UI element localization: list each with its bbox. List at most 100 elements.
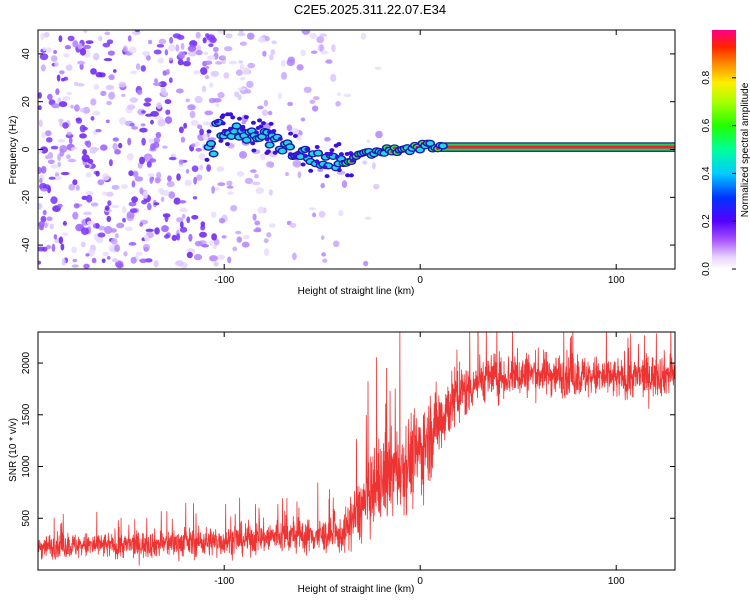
ridge-blob-mid: [279, 148, 286, 154]
heatmap-cell: [98, 35, 103, 42]
heatmap-cell: [162, 91, 169, 97]
heatmap-cell: [337, 92, 341, 96]
heatmap-cell: [111, 258, 119, 263]
heatmap-cell: [325, 59, 333, 64]
heatmap-cell: [142, 51, 150, 56]
heatmap-cell: [176, 88, 184, 94]
heatmap-cell: [104, 226, 113, 234]
heatmap-cell: [61, 258, 66, 266]
heatmap-cell: [155, 116, 164, 120]
heatmap-cell: [239, 151, 247, 159]
heatmap-cell: [43, 32, 50, 38]
heatmap-cell: [136, 89, 143, 96]
heatmap-cell: [139, 258, 148, 264]
heatmap-cell: [38, 203, 43, 210]
heatmap-cell: [178, 126, 184, 134]
heatmap-cell: [76, 83, 85, 87]
colorbar-gradient: [712, 30, 736, 269]
heatmap-cell: [134, 30, 141, 33]
heatmap-cell: [311, 105, 319, 112]
heatmap-cell: [224, 46, 233, 52]
heatmap-cell: [85, 40, 94, 44]
ridge-scatter: [253, 130, 259, 135]
heatmap-cell: [50, 164, 59, 169]
heatmap-cell: [168, 57, 173, 61]
heatmap-cell: [179, 207, 188, 213]
heatmap-cell: [228, 60, 238, 65]
heatmap-cell: [154, 227, 160, 235]
heatmap-cell: [114, 149, 121, 155]
heatmap-cell: [79, 124, 86, 133]
heatmap-cell: [53, 175, 62, 181]
heatmap-cell: [156, 172, 162, 179]
heatmap-cell: [194, 240, 203, 247]
heatmap-cell: [153, 82, 162, 86]
ridge-scatter: [225, 112, 231, 117]
heatmap-cell: [332, 240, 340, 248]
heatmap-cell: [310, 50, 318, 54]
heatmap-cell: [131, 126, 139, 130]
heatmap-cell: [343, 93, 352, 98]
heatmap-cell: [187, 45, 197, 52]
heatmap-cell: [250, 169, 257, 173]
heatmap-cell: [309, 99, 316, 105]
ridge-scatter: [220, 113, 226, 118]
ridge-blob-mid: [296, 154, 304, 159]
heatmap-cell: [175, 260, 184, 267]
heatmap-cell: [39, 53, 49, 61]
heatmap-cell: [129, 123, 135, 127]
heatmap-cell: [81, 154, 90, 162]
heatmap-cell: [40, 188, 48, 192]
heatmap-cell: [322, 258, 328, 263]
heatmap-cell: [218, 217, 226, 224]
heatmap-cell: [316, 36, 325, 44]
heatmap-cell: [246, 80, 254, 88]
heatmap-cell: [130, 256, 137, 264]
heatmap-cell: [125, 226, 133, 232]
ridge-scatter: [236, 116, 242, 121]
heatmap-cell: [268, 189, 273, 196]
snr-x-tick-label: -100: [214, 576, 234, 587]
heatmap-cell: [71, 264, 79, 268]
heatmap-cell: [63, 53, 70, 58]
ridge-scatter: [349, 158, 355, 163]
heatmap-cell: [204, 75, 210, 80]
heatmap-cell: [200, 67, 208, 75]
ridge-scatter: [272, 150, 278, 155]
heatmap-cell: [180, 42, 185, 51]
heatmap-cell: [100, 144, 108, 151]
heatmap-cell: [79, 47, 87, 56]
heatmap-cell: [320, 50, 329, 55]
ridge-scatter: [308, 168, 314, 173]
heatmap-cell: [62, 122, 69, 129]
ridge-blob-mid: [439, 143, 447, 149]
heatmap-cell: [129, 97, 138, 103]
heatmap-cell: [154, 176, 161, 184]
heatmap-cell: [127, 35, 132, 42]
heatmap-cell: [83, 44, 91, 50]
heatmap-cell: [108, 74, 115, 81]
heatmap-cell: [195, 49, 203, 56]
heatmap-cell: [199, 231, 207, 238]
heatmap-cell: [149, 158, 157, 163]
heatmap-cell: [312, 212, 317, 218]
snr-y-tick-label: 1500: [21, 403, 32, 426]
ridge-scatter: [218, 138, 224, 143]
heatmap-cell: [60, 243, 65, 251]
heatmap-cell: [239, 77, 246, 81]
heatmap-cell: [207, 137, 216, 141]
ridge-scatter: [266, 129, 272, 134]
heatmap-cell: [175, 44, 180, 52]
heatmap-cell: [237, 87, 246, 91]
heatmap-cell: [173, 197, 181, 205]
heatmap-cell: [211, 211, 217, 218]
heatmap-cell: [236, 236, 242, 243]
heatmap-cell: [102, 191, 108, 196]
heatmap-cell: [226, 185, 234, 189]
heatmap-cell: [116, 263, 124, 269]
heatmap-cell: [265, 161, 275, 168]
heatmap-cell: [191, 215, 199, 220]
heatmap-cell: [110, 238, 118, 245]
heatmap-cell: [206, 55, 216, 60]
